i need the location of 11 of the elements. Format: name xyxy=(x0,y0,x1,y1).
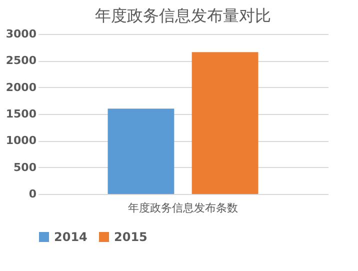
y-tick-label: 0 xyxy=(28,188,37,200)
legend-label: 2014 xyxy=(54,230,88,244)
y-tick-label: 1500 xyxy=(6,108,37,120)
y-tick-label: 2000 xyxy=(6,80,37,94)
y-tick-label: 1000 xyxy=(6,134,37,148)
y-tick-label: 500 xyxy=(14,160,37,174)
legend-label: 2015 xyxy=(114,230,148,244)
chart-title: 年度政务信息发布量对比 xyxy=(95,6,271,25)
y-tick-label: 2500 xyxy=(6,54,37,68)
x-tick-label: 年度政务信息发布条数 xyxy=(128,202,238,214)
y-tick-label: 3000 xyxy=(6,28,37,40)
